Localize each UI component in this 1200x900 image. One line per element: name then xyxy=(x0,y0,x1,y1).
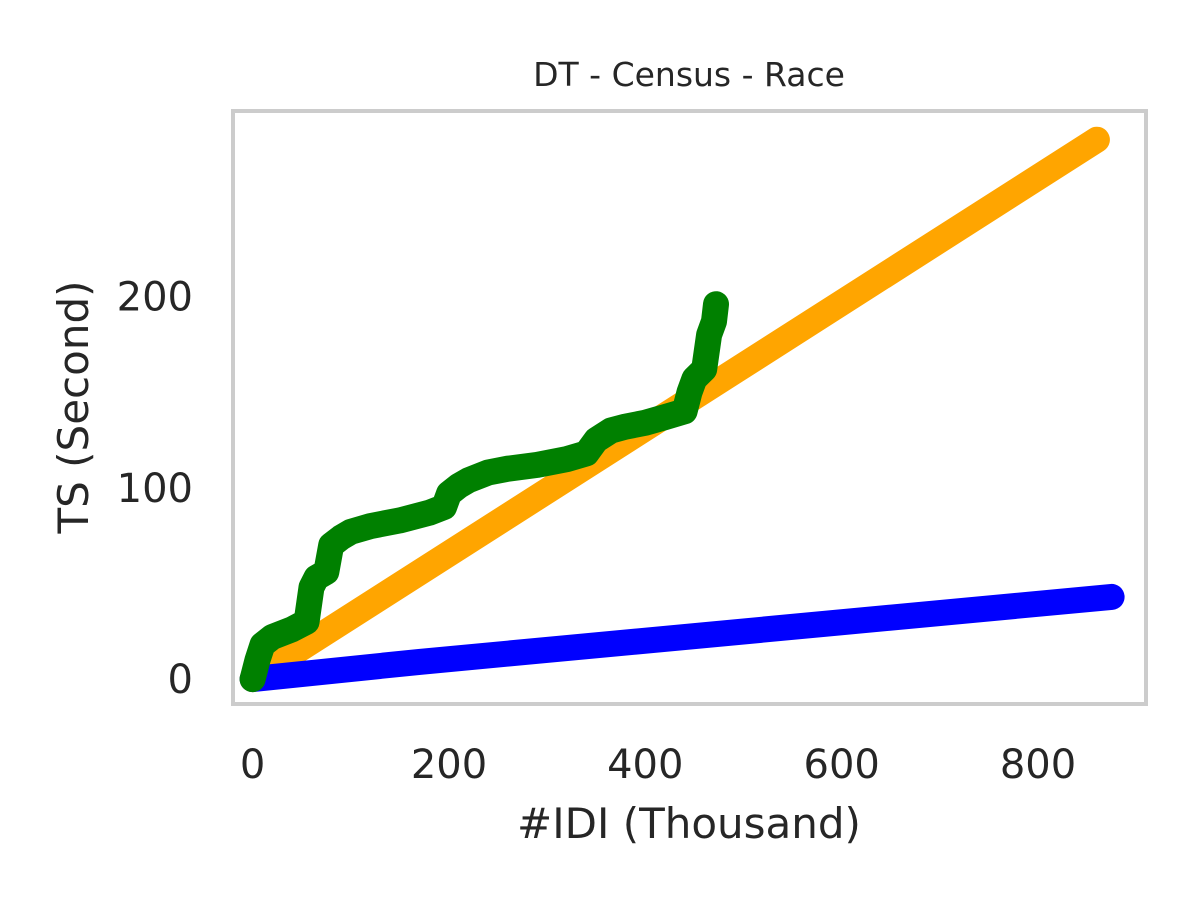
series-line-3 xyxy=(239,291,729,693)
series-line-2 xyxy=(239,583,1125,693)
x-axis-label: #IDI (Thousand) xyxy=(517,799,861,848)
plot-frame xyxy=(231,109,1148,706)
x-tick-label: 600 xyxy=(804,742,880,788)
y-tick-label: 200 xyxy=(117,275,193,321)
y-tick-label: 0 xyxy=(168,657,193,703)
x-tick-label: 0 xyxy=(240,742,265,788)
y-axis-label: TS (Second) xyxy=(49,280,98,534)
series-layer xyxy=(239,126,1125,693)
x-tick-labels: 0 200 400 600 800 xyxy=(240,742,1076,788)
x-tick-label: 800 xyxy=(1000,742,1076,788)
x-tick-label: 200 xyxy=(411,742,487,788)
y-tick-labels: 0 100 200 xyxy=(117,275,193,703)
y-tick-label: 100 xyxy=(117,466,193,512)
x-tick-label: 400 xyxy=(607,742,683,788)
chart-title: DT - Census - Race xyxy=(533,55,845,94)
